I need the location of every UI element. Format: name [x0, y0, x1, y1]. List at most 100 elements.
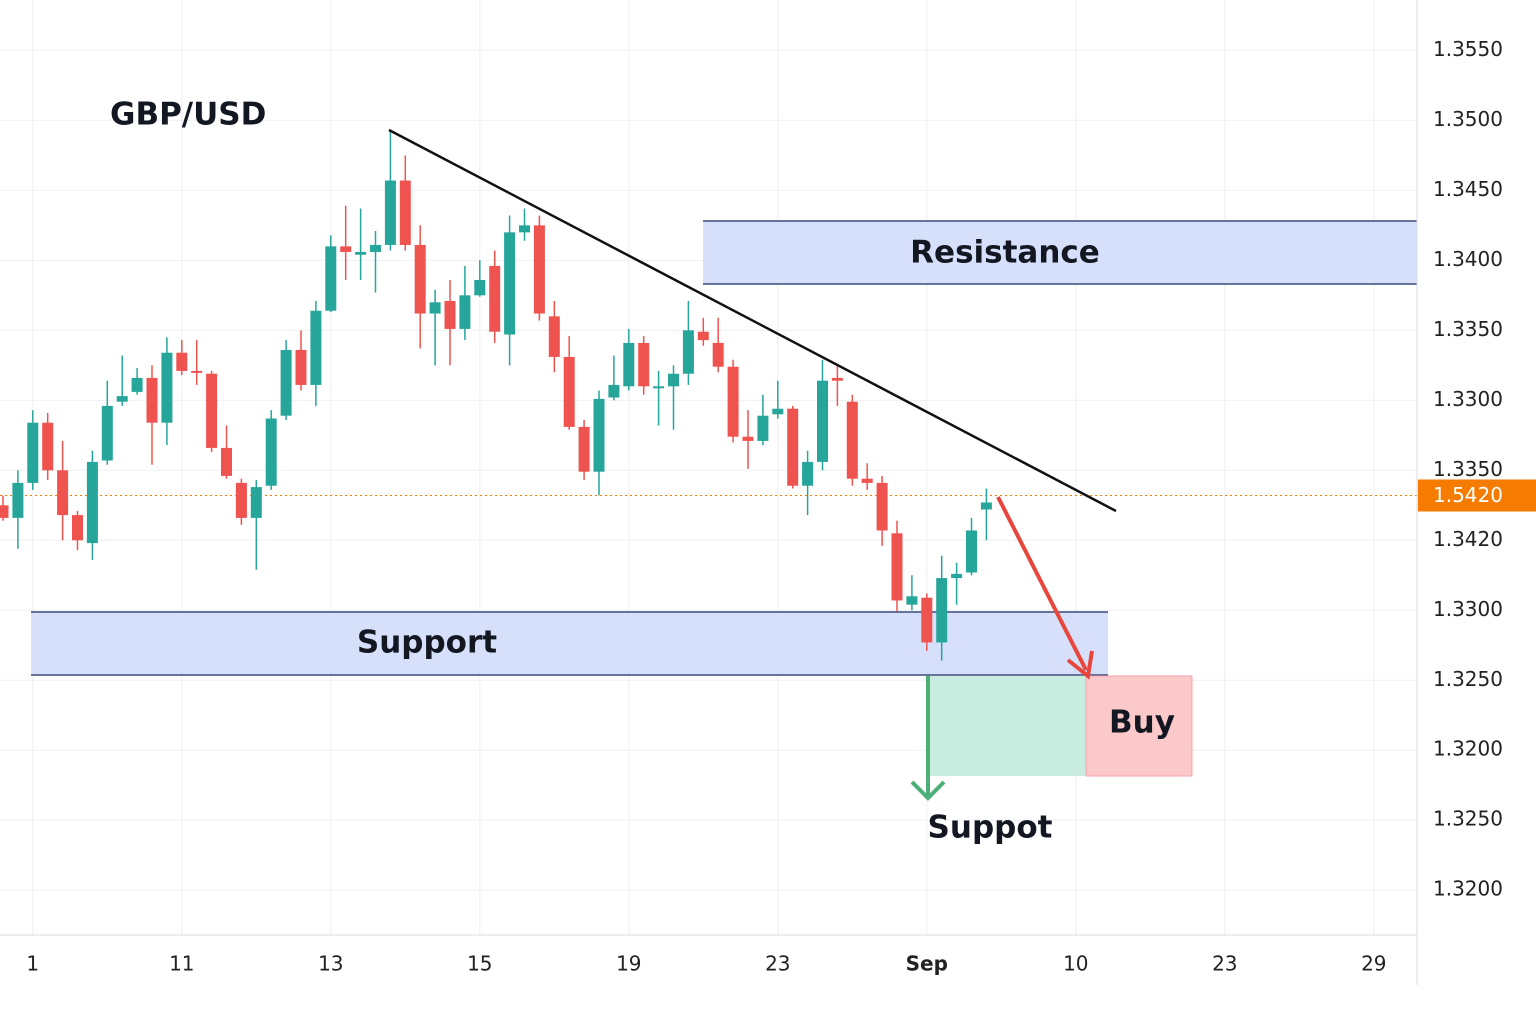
candle-body [638, 342, 650, 387]
candle-body [265, 418, 277, 486]
candle-body [101, 405, 113, 461]
y-tick-label: 1.3200 [1433, 737, 1503, 761]
support-label: Support [357, 625, 497, 661]
candle-body [57, 470, 69, 516]
candle-body [980, 502, 992, 510]
candle-body [295, 349, 307, 385]
candle-body [802, 461, 814, 486]
candle-body [489, 265, 501, 332]
candle-body [548, 316, 560, 357]
buy-label: Buy [1109, 705, 1175, 741]
x-tick-label: 15 [467, 952, 492, 976]
candle-body [399, 180, 411, 245]
candle-body [414, 244, 426, 314]
candle-body [12, 482, 24, 518]
buy-box [1085, 675, 1193, 777]
arrow-head [1066, 650, 1094, 680]
candle-body [221, 447, 232, 476]
x-tick-label: 19 [616, 952, 641, 976]
candle-body [86, 461, 98, 544]
x-tick-label: Sep [906, 952, 948, 976]
candle-body [250, 487, 262, 518]
candle-body [653, 386, 665, 389]
candle-body [712, 342, 724, 367]
candle-body [131, 377, 143, 392]
candle-body [951, 573, 963, 579]
candle-body [876, 482, 888, 531]
candle-body [936, 578, 948, 643]
x-tick-label: 23 [765, 952, 790, 976]
candle-body [861, 478, 873, 483]
trend-line [388, 128, 1117, 513]
x-tick-label: 11 [169, 952, 194, 976]
candle-body [742, 436, 754, 441]
candle-body [235, 482, 247, 518]
candle-body [593, 398, 605, 472]
candle-body [325, 246, 337, 311]
candle-body [280, 349, 292, 416]
target-box [928, 676, 1086, 776]
candle-body [370, 244, 381, 252]
candle-body [191, 370, 203, 373]
y-tick-label: 1.3200 [1433, 877, 1503, 901]
candle-body [831, 377, 843, 381]
candle-body [966, 530, 977, 573]
candle-body [384, 180, 396, 245]
candle-body [474, 279, 486, 296]
candle-body [161, 352, 173, 423]
x-tick-label: 23 [1212, 952, 1237, 976]
resistance-zone [703, 221, 1417, 284]
candle-body [146, 377, 158, 423]
candle-body [27, 422, 39, 483]
candle-body [921, 597, 933, 643]
candle-body [578, 426, 590, 472]
arrow [996, 496, 1088, 671]
x-tick-label: 1 [26, 952, 39, 976]
y-tick-label: 1.3400 [1433, 247, 1503, 271]
candle-body [206, 373, 218, 448]
candle-body [668, 373, 679, 387]
candles [0, 130, 992, 661]
y-tick-label: 1.3300 [1433, 387, 1503, 411]
y-tick-label: 1.3550 [1433, 37, 1503, 61]
support-below-label: Suppot [928, 810, 1053, 846]
x-tick-label: 10 [1063, 952, 1088, 976]
candle-body [176, 352, 188, 371]
candle-body [906, 596, 918, 605]
y-tick-label: 1.3500 [1433, 107, 1503, 131]
candle-body [563, 356, 575, 427]
price-tag [1418, 479, 1536, 512]
candle-body [0, 505, 9, 518]
y-tick-label: 1.3350 [1433, 317, 1503, 341]
y-tick-label: 1.3450 [1433, 177, 1503, 201]
y-tick-label: 1.3350 [1433, 457, 1503, 481]
arrow-head [910, 780, 946, 801]
candle-body [504, 232, 516, 335]
y-tick-label: 1.3250 [1433, 667, 1503, 691]
candle-body [519, 225, 530, 233]
candle-body [891, 533, 903, 601]
candle-body [340, 246, 352, 252]
y-tick-label: 1.3420 [1433, 527, 1503, 551]
candle-body [310, 310, 322, 385]
candle-body [608, 384, 620, 398]
candle-body [772, 408, 784, 415]
chart-title: GBP/USD [110, 97, 266, 133]
candle-body [533, 225, 545, 314]
resistance-label: Resistance [910, 235, 1100, 271]
x-tick-label: 29 [1361, 952, 1386, 976]
y-tick-label: 1.3300 [1433, 597, 1503, 621]
candle-body [817, 380, 828, 462]
candle-body [444, 300, 456, 329]
candle-body [429, 302, 441, 314]
candle-body [846, 401, 858, 479]
candle-body [697, 331, 709, 341]
candle-body [787, 408, 799, 486]
candle-body [727, 366, 739, 437]
candle-body [42, 422, 54, 471]
candle-body [116, 396, 128, 402]
candle-body [757, 415, 769, 441]
